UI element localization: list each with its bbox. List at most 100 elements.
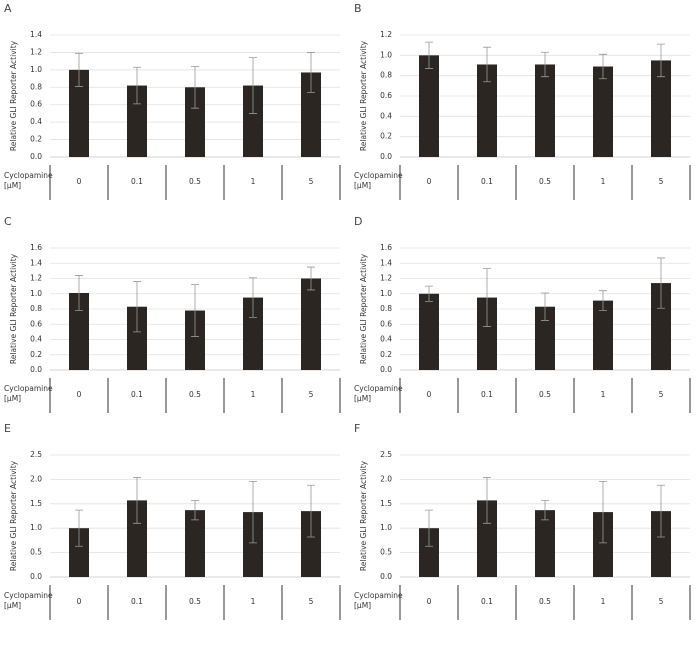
y-tick-label: 1.0 <box>30 65 42 74</box>
bar <box>185 87 205 157</box>
x-tick-label: 5 <box>659 390 664 399</box>
x-axis-label: Cyclopamine <box>4 171 53 180</box>
bar <box>69 69 89 157</box>
y-tick-label: 0.4 <box>380 335 392 344</box>
y-tick-label: 0.6 <box>30 100 42 109</box>
y-tick-label: 1.6 <box>30 243 42 252</box>
x-tick-label: 0.5 <box>539 177 551 186</box>
y-axis-label: Relative GLI Reporter Activity <box>9 460 18 571</box>
y-tick-label: 0.4 <box>30 117 42 126</box>
error-bar <box>249 480 257 544</box>
x-axis-label: [μM] <box>4 394 21 403</box>
bar <box>593 512 613 577</box>
y-tick-label: 1.0 <box>30 289 42 298</box>
error-bar <box>133 281 141 333</box>
x-tick-label: 0 <box>427 177 432 186</box>
error-bar <box>599 290 607 311</box>
y-tick-label: 0.6 <box>380 319 392 328</box>
bar <box>651 283 671 370</box>
error-bar <box>133 66 141 105</box>
y-axis-label: Relative GLI Reporter Activity <box>9 253 18 364</box>
y-tick-label: 0.5 <box>30 548 42 557</box>
bar <box>127 306 147 370</box>
y-tick-label: 1.0 <box>30 523 42 532</box>
x-tick-label: 0.1 <box>481 177 493 186</box>
error-bar <box>425 509 433 547</box>
y-tick-label: 0.0 <box>30 572 42 581</box>
error-bar <box>249 277 257 318</box>
x-tick-label: 0.1 <box>131 390 143 399</box>
x-axis-label: [μM] <box>354 394 371 403</box>
y-tick-label: 1.4 <box>380 258 392 267</box>
y-tick-label: 2.0 <box>380 474 392 483</box>
x-tick-label: 0 <box>77 177 82 186</box>
error-bar <box>599 53 607 80</box>
panel-label: C <box>4 215 12 228</box>
x-tick-label: 0.1 <box>481 597 493 606</box>
bar <box>127 500 147 577</box>
bar <box>69 528 89 577</box>
y-tick-label: 1.5 <box>380 499 392 508</box>
x-tick-label: 5 <box>659 597 664 606</box>
y-tick-label: 1.0 <box>380 50 392 59</box>
y-axis-label: Relative GLI Reporter Activity <box>359 253 368 364</box>
y-tick-label: 0.2 <box>380 350 392 359</box>
x-axis-label: Cyclopamine <box>354 384 403 393</box>
y-tick-label: 0.0 <box>30 152 42 161</box>
bar <box>477 500 497 577</box>
x-tick-label: 0.1 <box>131 177 143 186</box>
error-bar <box>307 52 315 93</box>
error-bar <box>191 284 199 337</box>
y-tick-label: 1.0 <box>380 523 392 532</box>
y-tick-label: 0.0 <box>380 152 392 161</box>
y-tick-label: 0.4 <box>380 111 392 120</box>
panel-label: E <box>4 422 11 435</box>
error-bar <box>599 480 607 544</box>
bar <box>419 293 439 370</box>
error-bar <box>425 41 433 69</box>
error-bar <box>541 51 549 78</box>
x-tick-label: 0.1 <box>131 597 143 606</box>
y-tick-label: 1.2 <box>380 30 392 39</box>
y-axis-label: Relative GLI Reporter Activity <box>359 40 368 151</box>
bar <box>651 511 671 577</box>
x-tick-label: 0 <box>427 597 432 606</box>
y-tick-label: 0.8 <box>30 304 42 313</box>
y-axis-label: Relative GLI Reporter Activity <box>9 40 18 151</box>
y-tick-label: 0.0 <box>380 365 392 374</box>
bar <box>243 512 263 577</box>
x-tick-label: 0 <box>77 597 82 606</box>
y-tick-label: 0.8 <box>30 82 42 91</box>
bar <box>477 64 497 157</box>
error-bar <box>75 275 83 311</box>
bar <box>185 310 205 370</box>
error-bar <box>133 477 141 524</box>
bar <box>301 278 321 370</box>
bar <box>185 510 205 577</box>
error-bar <box>541 499 549 521</box>
error-bar <box>249 57 257 114</box>
bar <box>535 306 555 370</box>
error-bar <box>191 65 199 109</box>
error-bar <box>657 484 665 538</box>
x-tick-label: 1 <box>601 177 606 186</box>
y-tick-label: 1.2 <box>380 274 392 283</box>
x-axis-label: Cyclopamine <box>4 591 53 600</box>
bar <box>301 72 321 157</box>
x-tick-label: 1 <box>251 177 256 186</box>
x-tick-label: 5 <box>309 177 314 186</box>
x-tick-label: 0 <box>77 390 82 399</box>
x-tick-label: 1 <box>601 390 606 399</box>
error-bar <box>191 499 199 521</box>
x-tick-label: 0.1 <box>481 390 493 399</box>
x-tick-label: 5 <box>659 177 664 186</box>
bar <box>477 297 497 370</box>
y-tick-label: 0.0 <box>30 365 42 374</box>
bar <box>651 60 671 157</box>
y-tick-label: 0.2 <box>30 135 42 144</box>
y-tick-label: 1.2 <box>30 274 42 283</box>
x-axis-label: Cyclopamine <box>354 171 403 180</box>
y-tick-label: 0.6 <box>380 91 392 100</box>
x-axis-label: [μM] <box>354 181 371 190</box>
